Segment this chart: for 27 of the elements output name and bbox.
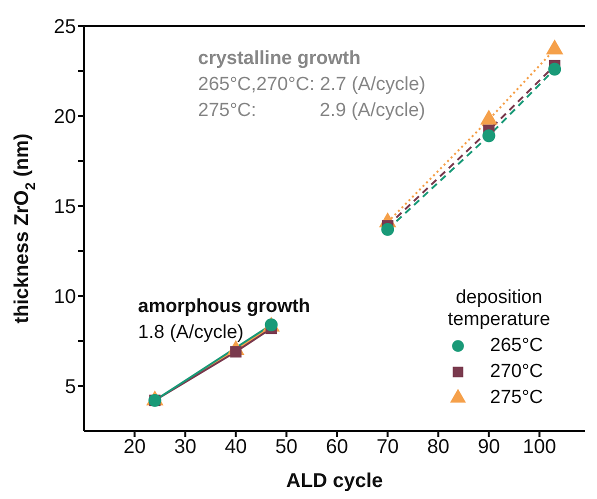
x-tick-label: 20 bbox=[123, 436, 146, 458]
point bbox=[482, 129, 496, 142]
annotation: crystalline growth bbox=[198, 48, 361, 70]
point bbox=[381, 222, 394, 236]
x-tick-label: 50 bbox=[275, 436, 298, 458]
legend-title: deposition temperature bbox=[446, 287, 552, 331]
annotation: 265°C,270°C: 2.7 (A/cycle) bbox=[198, 74, 426, 96]
y-tick-label: 5 bbox=[64, 376, 76, 398]
annotation: 1.8 (A/cycle) bbox=[138, 322, 244, 344]
x-axis-title: ALD cycle bbox=[286, 470, 383, 492]
x-tick-label: 100 bbox=[522, 436, 556, 458]
x-tick-label: 80 bbox=[427, 436, 450, 458]
x-tick-label: 30 bbox=[174, 436, 196, 458]
y-tick-label: 10 bbox=[54, 286, 76, 308]
annotation: amorphous growth bbox=[138, 296, 310, 318]
legend-label: 270°C bbox=[490, 361, 544, 383]
y-tick-label: 25 bbox=[54, 16, 76, 38]
annotation: 275°C: 2.9 (A/cycle) bbox=[198, 100, 426, 122]
legend-label: 265°C bbox=[490, 335, 544, 357]
x-tick-label: 70 bbox=[376, 436, 399, 458]
x-tick-label: 90 bbox=[478, 436, 500, 458]
legend-label: 275°C bbox=[490, 387, 544, 409]
x-tick-label: 40 bbox=[224, 436, 247, 458]
y-tick-label: 15 bbox=[54, 196, 76, 218]
x-tick-label: 60 bbox=[326, 436, 348, 458]
point bbox=[548, 62, 562, 76]
y-tick-label: 20 bbox=[54, 106, 76, 128]
